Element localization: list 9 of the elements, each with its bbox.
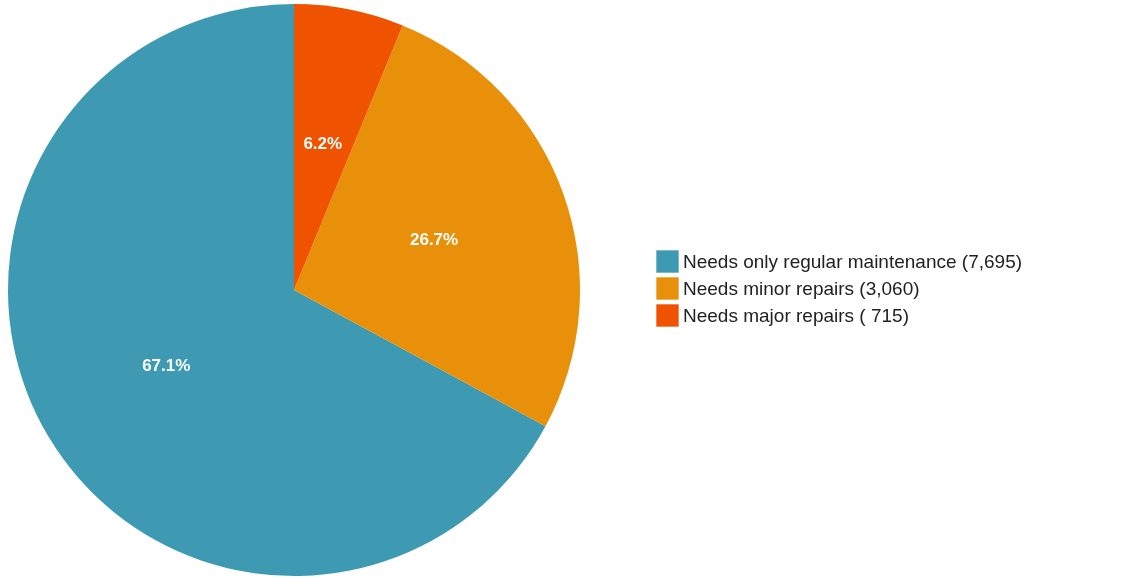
pie-slice bbox=[294, 25, 580, 427]
legend-label: Needs only regular maintenance (7,695) bbox=[683, 250, 1023, 272]
pie-slice bbox=[8, 4, 546, 576]
legend-label: Needs major repairs ( 715) bbox=[683, 304, 909, 326]
pie-slice bbox=[294, 4, 403, 290]
legend-label: Needs minor repairs (3,060) bbox=[683, 277, 920, 299]
data-label: 6.2% bbox=[303, 134, 343, 154]
data-label: 26.7% bbox=[409, 230, 459, 250]
data-label: 67.1% bbox=[142, 356, 191, 376]
